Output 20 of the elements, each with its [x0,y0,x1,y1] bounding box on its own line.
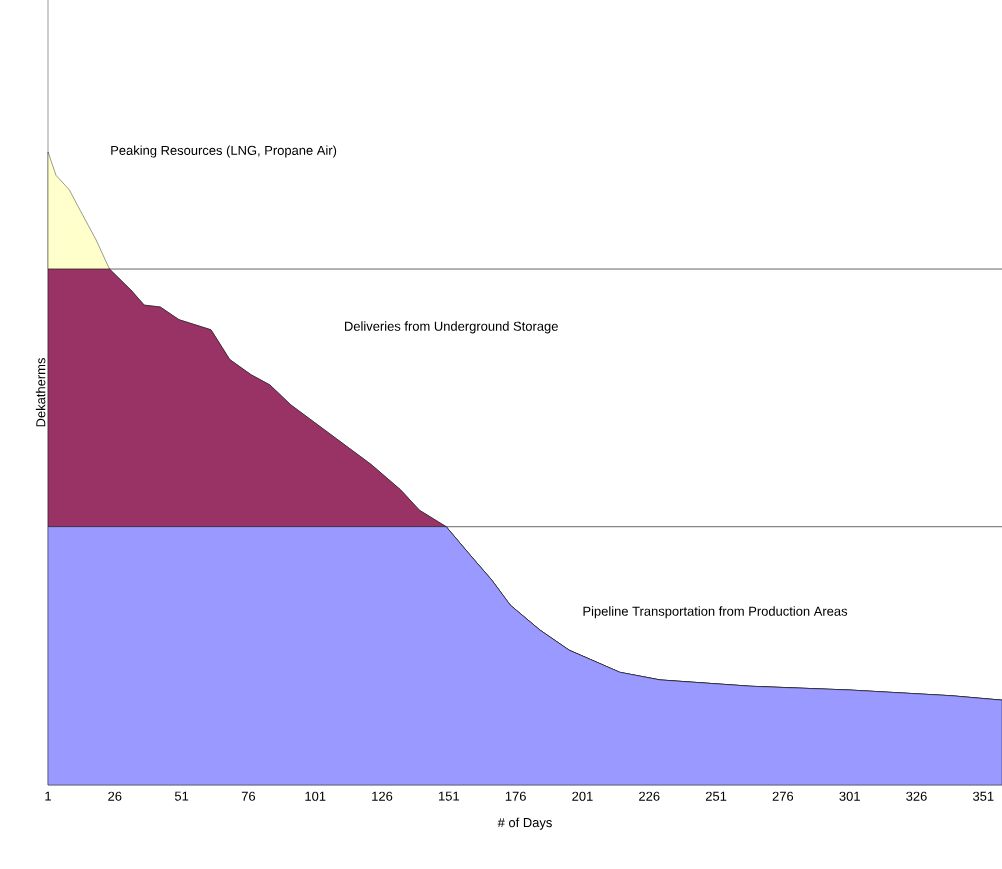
x-tick-label: 26 [108,791,122,801]
x-tick-label: 201 [572,791,593,801]
x-tick-label: 351 [973,791,994,801]
annotation: Deliveries from Underground Storage [345,321,558,334]
x-tick-label: 101 [305,791,326,801]
x-tick-label: 326 [906,791,927,801]
x-tick-label: 1 [45,791,51,801]
x-tick-label: 126 [372,791,393,801]
x-tick-label: 151 [439,791,460,801]
annotation: Pipeline Transportation from Production Areas [583,606,848,619]
y-axis-title: Dekatherms [35,358,46,427]
x-tick-label: 276 [772,791,794,801]
x-tick-label: 76 [241,791,256,801]
x-tick-label: 301 [839,791,860,801]
annotation: Peaking Resources (LNG, Propane Air) [111,145,337,158]
x-axis-title: # of Days [497,817,552,830]
x-tick-label: 51 [174,791,189,801]
x-tick-label: 226 [639,791,660,801]
x-tick-label: 251 [705,791,727,801]
x-tick-label: 176 [505,791,526,801]
